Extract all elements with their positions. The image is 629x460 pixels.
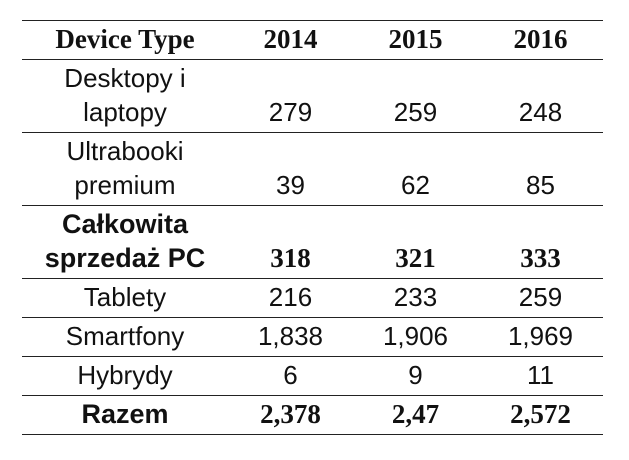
table-row: Smartfony 1,838 1,906 1,969 [22, 318, 603, 357]
table-row: Tablety 216 233 259 [22, 279, 603, 318]
cell-2015: 1,906 [382, 321, 449, 351]
table-row: Razem 2,378 2,47 2,572 [22, 396, 603, 435]
cell-2016: 85 [526, 170, 555, 200]
cell-2015: 259 [393, 97, 438, 127]
row-label-line: Razem [81, 399, 169, 429]
cell-2014: 1,838 [257, 321, 324, 351]
cell-2016: 333 [520, 243, 561, 273]
row-label-line: premium [74, 170, 176, 200]
row-label: Tablety [22, 279, 228, 318]
cell-2015: 321 [395, 243, 436, 273]
cell-2014: 2,378 [260, 399, 321, 429]
table-row: Ultrabooki premium 39 62 85 [22, 133, 603, 206]
cell-2015: 2,47 [391, 399, 440, 429]
cell-2014: 216 [268, 282, 313, 312]
row-label-line: Desktopy i [64, 63, 186, 93]
header-2015: 2015 [388, 24, 443, 54]
row-label: Całkowita sprzedaż PC [22, 206, 228, 279]
cell-2014: 6 [283, 360, 298, 390]
cell-2015: 233 [393, 282, 438, 312]
row-label-line: Ultrabooki [66, 136, 184, 166]
table-row: Desktopy i laptopy 279 259 248 [22, 60, 603, 133]
cell-2016: 248 [518, 97, 563, 127]
cell-2016: 2,572 [510, 399, 571, 429]
row-label-line: laptopy [83, 97, 167, 127]
header-2014: 2014 [263, 24, 318, 54]
cell-2016: 259 [518, 282, 563, 312]
row-label-line: Tablety [83, 282, 167, 312]
table-row: Całkowita sprzedaż PC 318 321 333 [22, 206, 603, 279]
header-row: Device Type 2014 2015 2016 [22, 20, 603, 60]
row-label-line: Hybrydy [77, 360, 173, 390]
row-label: Desktopy i laptopy [22, 60, 228, 133]
header-device-type: Device Type [55, 24, 195, 54]
table-row: Hybrydy 6 9 11 [22, 357, 603, 396]
row-label-line: sprzedaż PC [44, 243, 206, 273]
cell-2016: 11 [527, 360, 554, 390]
cell-2015: 62 [401, 170, 430, 200]
cell-2016: 1,969 [507, 321, 574, 351]
row-label: Razem [22, 396, 228, 435]
row-label: Smartfony [22, 318, 228, 357]
row-label: Ultrabooki premium [22, 133, 228, 206]
cell-2014: 39 [276, 170, 305, 200]
header-2016: 2016 [513, 24, 568, 54]
cell-2014: 279 [268, 97, 313, 127]
row-label: Hybrydy [22, 357, 228, 396]
device-sales-table: Device Type 2014 2015 2016 Desktopy i lap… [22, 20, 603, 435]
cell-2014: 318 [270, 243, 311, 273]
row-label-line: Całkowita [61, 209, 189, 239]
row-label-line: Smartfony [65, 321, 185, 351]
cell-2015: 9 [408, 360, 423, 390]
